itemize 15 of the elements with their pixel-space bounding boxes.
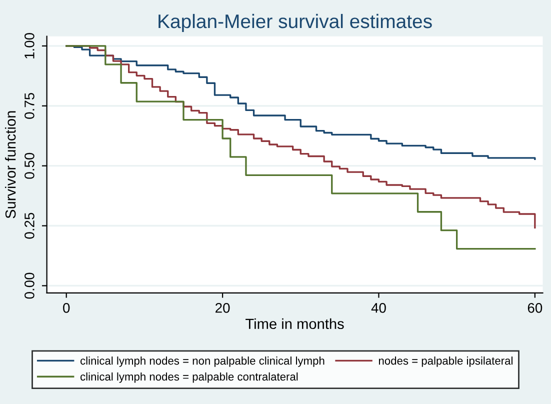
y-tick-label: 1.00 xyxy=(24,32,34,58)
legend-label: clinical lymph nodes = non palpable clinical lymph xyxy=(80,356,324,367)
legend-label: clinical lymph nodes = palpable contralateral xyxy=(80,372,298,383)
chart-title: Kaplan-Meier survival estimates xyxy=(158,14,432,32)
x-tick-label: 20 xyxy=(216,302,230,313)
y-tick-label: 0.00 xyxy=(24,272,34,299)
x-axis-title: Time in months xyxy=(246,318,344,330)
legend-label: nodes = palpable ipsilateral xyxy=(378,356,512,367)
y-tick-label: 0.50 xyxy=(24,152,34,179)
x-tick-label: 0 xyxy=(63,302,70,313)
x-tick-label: 60 xyxy=(528,302,542,313)
y-axis-title: Survivor function xyxy=(5,111,16,218)
y-tick-label: 0.25 xyxy=(24,212,34,239)
y-tick-label: 0.75 xyxy=(24,92,34,119)
x-tick-label: 40 xyxy=(371,302,386,313)
